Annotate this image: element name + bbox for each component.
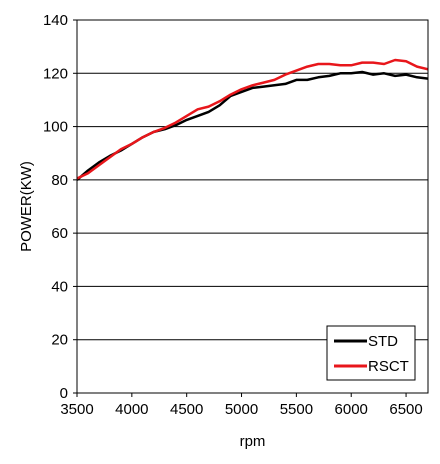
legend: STD RSCT [326,325,416,381]
x-tick-label-3500: 3500 [60,401,93,418]
series-line-rsct [77,58,428,180]
y-tick-label-40: 40 [51,278,68,295]
x-tick-label-5000: 5000 [225,401,258,418]
legend-label-rsct: RSCT [368,358,409,375]
plot-frame [76,19,429,394]
x-tick-label-4500: 4500 [170,401,203,418]
y-tick-label-100: 100 [43,119,68,136]
y-axis-label: POWER(KW) [18,161,35,252]
y-tick-label-20: 20 [51,332,68,349]
y-tick-label-0: 0 [60,385,68,402]
y-tick-label-120: 120 [43,65,68,82]
x-tick-labels: 3500 4000 4500 5000 5500 6000 6500 [60,393,423,418]
x-axis-label: rpm [240,433,266,450]
legend-box [326,325,416,381]
y-tick-label-140: 140 [43,12,68,29]
legend-label-std: STD [368,333,398,350]
x-tick-label-5500: 5500 [280,401,313,418]
series-lines [77,58,428,181]
y-tick-label-80: 80 [51,172,68,189]
series-line-std [77,70,428,181]
x-tick-label-6500: 6500 [389,401,422,418]
x-tick-label-4000: 4000 [115,401,148,418]
y-tick-label-60: 60 [51,225,68,242]
y-tick-labels: 0 20 40 60 80 100 120 140 [43,12,77,402]
grid-lines [77,72,428,341]
x-tick-label-6000: 6000 [335,401,368,418]
